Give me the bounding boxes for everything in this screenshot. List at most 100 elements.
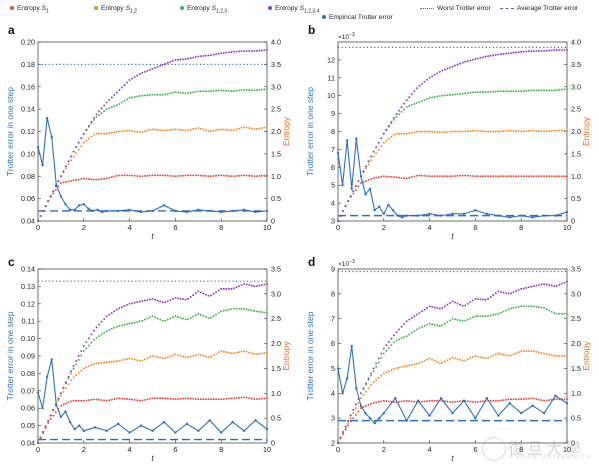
entropy-s123-point xyxy=(408,333,411,336)
entropy-s1234-point xyxy=(563,281,566,284)
entropy-s12-point xyxy=(108,132,111,135)
empirical-trotter-error-point xyxy=(116,422,120,426)
entropy-s12-point xyxy=(225,351,228,354)
entropy-s1234-point xyxy=(199,55,202,58)
entropy-s123-point xyxy=(377,361,380,364)
entropy-s123-point xyxy=(540,89,543,92)
entropy-s12-point xyxy=(464,359,467,362)
entropy-s1-point xyxy=(250,175,253,177)
entropy-s1-point xyxy=(131,398,134,401)
entropy-s123-point xyxy=(502,310,505,313)
entropy-s12-point xyxy=(161,357,164,360)
y-left-tick-label: 9 xyxy=(331,265,335,274)
legend-sub: 1 xyxy=(45,8,49,15)
entropy-s1-point xyxy=(80,178,83,180)
entropy-s1234-point xyxy=(423,80,426,83)
entropy-s1234-point xyxy=(553,49,556,52)
entropy-s1-point xyxy=(380,400,383,403)
entropy-s123-point xyxy=(80,354,83,357)
entropy-s1-point xyxy=(136,175,139,177)
entropy-s12-point xyxy=(67,163,70,166)
y-right-tick-label: 3.5 xyxy=(271,265,281,274)
entropy-s1234-point xyxy=(80,350,83,352)
entropy-s12-point xyxy=(372,155,375,158)
entropy-s123-point xyxy=(400,337,403,340)
empirical-trotter-error-point xyxy=(382,212,385,216)
entropy-s1234-point xyxy=(72,150,75,153)
entropy-s123-point xyxy=(487,315,490,317)
entropy-s123-point xyxy=(238,307,240,310)
entropy-s1-point xyxy=(482,175,484,178)
entropy-s1234-point xyxy=(560,282,563,285)
y-left-tick-label: 2 xyxy=(331,439,335,448)
entropy-s1234-point xyxy=(141,300,144,302)
entropy-s123-point xyxy=(535,89,538,92)
entropy-s1234-point xyxy=(349,195,352,198)
entropy-s1-point xyxy=(243,396,246,399)
empirical-trotter-error-point xyxy=(55,184,58,187)
y-left-tick-label: 0.10 xyxy=(21,149,35,158)
entropy-s123-point xyxy=(393,341,395,344)
entropy-s1-point xyxy=(138,175,141,178)
entropy-s12-point xyxy=(123,358,126,361)
entropy-s1234-point xyxy=(405,99,408,102)
entropy-s123-point xyxy=(548,309,551,312)
entropy-s123-point xyxy=(499,311,502,314)
entropy-s1234-point xyxy=(240,284,243,286)
entropy-s1-point xyxy=(354,413,357,416)
entropy-s12-point xyxy=(459,130,462,133)
entropy-s12-point xyxy=(525,130,528,133)
entropy-s123-point xyxy=(530,89,533,92)
entropy-s12-point xyxy=(428,130,431,133)
empirical-trotter-error-point xyxy=(451,212,454,216)
entropy-s1234-point xyxy=(408,96,411,99)
entropy-s1234-point xyxy=(532,50,535,52)
entropy-s12-point xyxy=(179,354,182,357)
entropy-s12-point xyxy=(238,127,240,130)
entropy-s1-point xyxy=(166,174,169,177)
entropy-s12-point xyxy=(77,371,80,374)
entropy-s1-point xyxy=(512,398,515,401)
entropy-s1-point xyxy=(525,175,528,178)
entropy-s1234-point xyxy=(380,137,383,140)
entropy-s123-point xyxy=(93,118,95,121)
entropy-s1234-point xyxy=(118,89,121,91)
y-right-tick-label: 0 xyxy=(271,439,275,448)
entropy-s1234-point xyxy=(232,287,235,290)
empirical-trotter-error-point xyxy=(45,375,49,379)
empirical-trotter-error-point xyxy=(96,208,99,212)
entropy-s1234-point xyxy=(421,82,423,85)
entropy-s123-point xyxy=(387,347,390,349)
entropy-s1-point xyxy=(151,174,154,177)
entropy-s12-point xyxy=(166,356,169,359)
entropy-s1-point xyxy=(492,175,495,178)
entropy-s123-point xyxy=(423,324,426,327)
entropy-s12-point xyxy=(171,354,174,357)
empirical-trotter-error-point xyxy=(462,399,466,402)
entropy-s123-point xyxy=(507,90,510,93)
entropy-s123-point xyxy=(484,91,487,94)
entropy-s1-point xyxy=(443,175,446,178)
entropy-s12-point xyxy=(393,133,395,136)
entropy-s12-point xyxy=(535,129,538,132)
panel-label: c xyxy=(8,255,15,269)
entropy-s1-point xyxy=(433,175,436,178)
entropy-s1234-point xyxy=(471,299,474,302)
entropy-s1234-point xyxy=(85,128,88,131)
y-left-tick-label: 0.05 xyxy=(21,421,35,430)
entropy-s1-point xyxy=(176,175,179,178)
entropy-s12-point xyxy=(380,374,383,377)
entropy-s12-point xyxy=(169,355,172,358)
entropy-s1234-point xyxy=(517,289,520,291)
entropy-s123-point xyxy=(494,313,497,316)
y-right-tick-label: 0.5 xyxy=(571,414,581,423)
entropy-s1234-point xyxy=(164,301,167,304)
entropy-s1234-point xyxy=(482,298,484,301)
entropy-s1234-point xyxy=(93,329,95,332)
legend-label: Entropy xyxy=(17,5,42,12)
entropy-s1-point xyxy=(466,400,469,403)
entropy-s1234-point xyxy=(538,50,540,52)
entropy-s123-point xyxy=(482,315,484,318)
entropy-s1234-point xyxy=(566,280,568,283)
y-right-tick-label: 3.5 xyxy=(271,60,281,69)
